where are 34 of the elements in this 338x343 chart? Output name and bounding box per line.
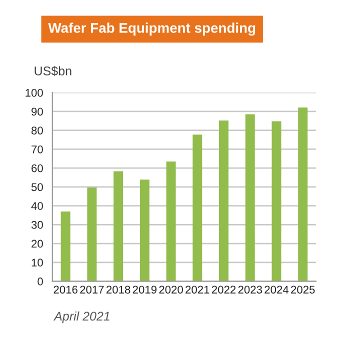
x-tick-label: 2021 [186, 286, 210, 294]
y-tick-label: 100 [26, 88, 43, 97]
bar [298, 108, 308, 282]
y-tick-label: 40 [31, 202, 43, 210]
x-tick-label: 2023 [238, 286, 262, 294]
x-tick-label: 2017 [80, 286, 104, 294]
x-tick-label: 2024 [264, 286, 289, 294]
bar [245, 114, 255, 282]
x-tick-label: 2025 [291, 286, 315, 294]
chart-title: Wafer Fab Equipment spending [48, 22, 256, 36]
y-tick-label: 20 [32, 240, 43, 248]
bar [166, 161, 176, 282]
x-tick-label: 2019 [132, 286, 156, 294]
x-tick-label: 2020 [159, 286, 183, 294]
x-tick-label: 2016 [54, 286, 78, 294]
bar [192, 134, 202, 282]
y-tick-label: 70 [32, 145, 43, 154]
y-tick-label: 30 [31, 220, 43, 229]
bar [272, 121, 282, 282]
bar [114, 171, 124, 282]
y-tick-label: 80 [31, 126, 43, 134]
y-tick-label: 10 [32, 258, 43, 267]
y-axis-title: US$bn [34, 66, 72, 76]
y-tick-label: 0 [38, 278, 43, 286]
bar [60, 211, 70, 282]
x-tick-label: 2022 [212, 286, 236, 294]
bar [140, 180, 150, 282]
text: April 2021 [53, 311, 110, 324]
y-tick-label: 90 [32, 108, 43, 116]
y-tick-label: 50 [31, 183, 43, 192]
bar [87, 188, 97, 282]
bar [219, 120, 228, 282]
y-tick-label: 60 [32, 164, 43, 172]
x-tick-label: 2018 [106, 286, 130, 294]
